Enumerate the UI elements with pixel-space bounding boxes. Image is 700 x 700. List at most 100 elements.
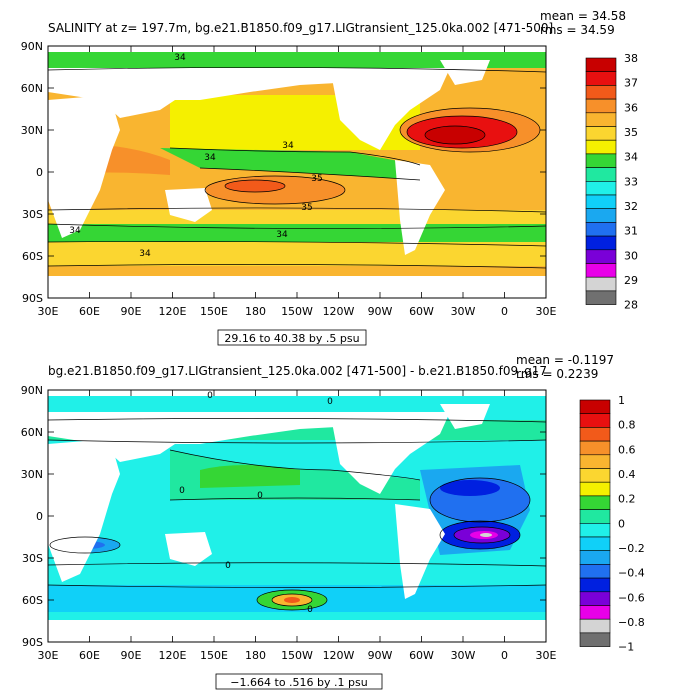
colorbar-cell xyxy=(585,71,617,86)
y-tick-label: 60N xyxy=(21,82,43,95)
colorbar-cell xyxy=(585,290,617,305)
colorbar-label: −0.2 xyxy=(618,542,645,555)
y-tick-label: 0 xyxy=(36,166,43,179)
y-tick-label: 60S xyxy=(22,250,43,263)
y-tick-label: 90S xyxy=(22,636,43,649)
colorbar-label: 31 xyxy=(624,225,638,238)
x-tick-label: 60W xyxy=(409,649,434,662)
colorbar-label: 33 xyxy=(624,175,638,188)
y-tick-label: 60N xyxy=(21,426,43,439)
colorbar-cell xyxy=(579,509,611,524)
salinity-difference-panel: 0 0 0 0 0 0 30E 60E 90E 120E 150E 180 150W 120W 90W 60… xyxy=(21,353,645,690)
colorbar-label: 34 xyxy=(624,151,638,164)
x-tick-label: 150W xyxy=(281,649,313,662)
contour-label: 34 xyxy=(69,226,81,236)
y-tick-label: 30N xyxy=(21,124,43,137)
contour-label: 0 xyxy=(307,605,313,615)
colorbar-cell xyxy=(579,399,611,414)
colorbar-cell xyxy=(579,454,611,469)
x-tick-label: 150E xyxy=(200,305,228,318)
salinity-panel: 34 34 34 35 35 34 34 34 30E 60E 90E 120E 150E 180 150… xyxy=(21,9,638,346)
range-box xyxy=(217,329,367,346)
contour-label: 35 xyxy=(301,203,312,213)
range-box xyxy=(215,673,383,690)
colorbar-label: 0.6 xyxy=(618,443,636,456)
y-tick-label: 60S xyxy=(22,594,43,607)
colorbar-cell xyxy=(585,126,617,141)
contour-label: 0 xyxy=(179,486,185,496)
colorbar-cell xyxy=(585,112,617,127)
y-tick-label: 30N xyxy=(21,468,43,481)
colorbar-label: 29 xyxy=(624,274,638,287)
x-tick-label: 90W xyxy=(368,305,393,318)
contour-label: 0 xyxy=(207,391,213,401)
colorbar-label: 0.2 xyxy=(618,493,636,506)
colorbar-cell xyxy=(585,249,617,264)
colorbar-cell xyxy=(585,85,617,100)
colorbar-cell xyxy=(585,276,617,292)
colorbar-cell xyxy=(579,495,611,510)
colorbar-label: 37 xyxy=(624,77,638,90)
colorbar-cell xyxy=(579,550,611,565)
colorbar-cell xyxy=(585,263,617,278)
x-tick-label: 30E xyxy=(38,649,59,662)
colorbar-label: 38 xyxy=(624,52,638,65)
contour-label: 0 xyxy=(225,561,231,571)
y-tick-label: 0 xyxy=(36,510,43,523)
colorbar-cell xyxy=(585,235,617,251)
colorbar-cell xyxy=(579,564,611,579)
x-tick-label: 180 xyxy=(245,305,266,318)
colorbar-cell xyxy=(585,208,617,223)
colorbar-cell xyxy=(585,181,617,196)
y-tick-label: 90N xyxy=(21,40,43,53)
x-tick-label: 30E xyxy=(536,649,557,662)
x-tick-label: 30E xyxy=(536,305,557,318)
colorbar-cell xyxy=(579,522,611,538)
x-tick-label: 150E xyxy=(200,649,228,662)
contour-label: 35 xyxy=(311,174,322,184)
colorbar-cell xyxy=(579,440,611,456)
colorbar-cell xyxy=(585,194,617,209)
x-tick-label: 0 xyxy=(501,649,508,662)
difference-field: 0 0 0 0 0 0 xyxy=(48,390,546,642)
contour-label: 0 xyxy=(327,397,333,407)
colorbar-cell xyxy=(585,57,617,72)
contour-label: 0 xyxy=(257,491,263,501)
x-tick-label: 60E xyxy=(79,305,100,318)
contour-label: 34 xyxy=(174,53,186,63)
colorbar-label: 0 xyxy=(618,517,625,530)
y-tick-label: 30S xyxy=(22,208,43,221)
colorbar-cell xyxy=(579,591,611,606)
x-tick-label: 30E xyxy=(38,305,59,318)
colorbar-label: −0.8 xyxy=(618,616,645,629)
colorbar-cell xyxy=(579,427,611,442)
panel-title: SALINITY at z= 197.7m, bg.e21.B1850.f09_… xyxy=(48,21,553,35)
x-tick-label: 180 xyxy=(245,649,266,662)
x-tick-label: 60W xyxy=(409,305,434,318)
x-tick-label: 120E xyxy=(159,649,187,662)
colorbar-cell xyxy=(579,481,611,497)
contour-label: 34 xyxy=(139,249,151,259)
x-tick-label: 30W xyxy=(451,649,476,662)
x-tick-label: 60E xyxy=(79,649,100,662)
colorbar-cell xyxy=(585,222,617,237)
colorbar-label: 0.8 xyxy=(618,419,636,432)
colorbar-label: 32 xyxy=(624,200,638,213)
colorbar-label: 35 xyxy=(624,126,638,139)
colorbar-label: 36 xyxy=(624,101,638,114)
colorbar-label: −0.6 xyxy=(618,591,645,604)
x-tick-label: 90E xyxy=(121,649,142,662)
mean-stat: mean = -0.1197 xyxy=(516,353,614,367)
colorbar-cell xyxy=(579,605,611,620)
colorbar-cell xyxy=(579,413,611,428)
y-tick-label: 90S xyxy=(22,292,43,305)
colorbar-cell xyxy=(579,536,611,551)
x-tick-label: 150W xyxy=(281,305,313,318)
x-tick-label: 120W xyxy=(323,649,355,662)
colorbar-cell xyxy=(585,139,617,155)
colorbar-cell xyxy=(579,632,611,647)
y-tick-label: 90N xyxy=(21,384,43,397)
colorbar-cell xyxy=(579,468,611,483)
rms-stat: rms = 34.59 xyxy=(540,23,615,37)
